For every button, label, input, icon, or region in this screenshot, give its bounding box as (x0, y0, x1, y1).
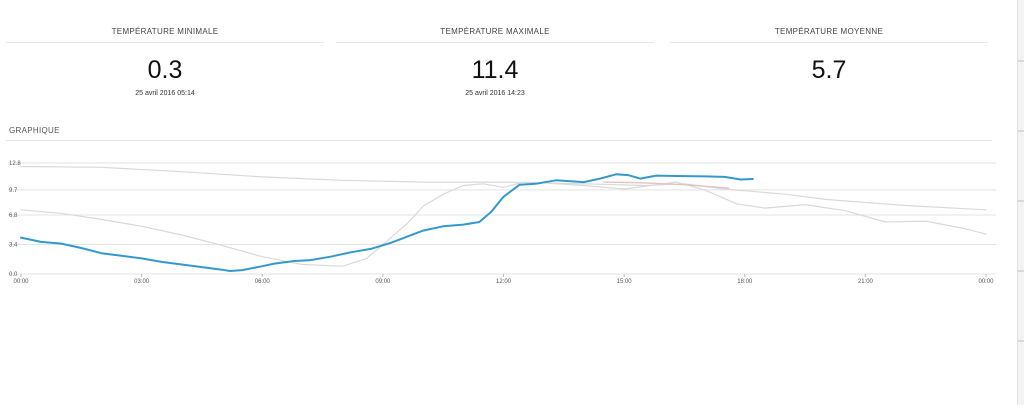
stat-date: 25 avril 2016 14:23 (465, 90, 525, 97)
divider (6, 42, 324, 43)
stat-value: 5.7 (811, 56, 847, 84)
y-tick-label: 0.0 (9, 272, 18, 278)
series-line-ghost (20, 181, 987, 267)
stat-average-temperature: TEMPÉRATURE MOYENNE 5.7 (670, 0, 988, 110)
series-line-ghost-pink (603, 181, 730, 189)
stat-label: TEMPÉRATURE MAXIMALE (440, 27, 550, 36)
section-title: GRAPHIQUE (9, 126, 60, 135)
stat-max-temperature: TEMPÉRATURE MAXIMALE 11.4 25 avril 2016 … (336, 0, 654, 110)
x-tick-label: 18:00 (737, 279, 753, 285)
window-edge (1017, 0, 1024, 405)
x-tick-label: 00:00 (13, 279, 29, 285)
series-line-main (20, 173, 754, 272)
edge-mark (1018, 270, 1024, 272)
stat-label: TEMPÉRATURE MOYENNE (774, 27, 884, 36)
divider (336, 42, 654, 43)
divider (670, 42, 988, 43)
x-tick-label: 15:00 (617, 279, 633, 285)
divider (6, 140, 992, 141)
stat-value: 0.3 (147, 56, 183, 84)
x-tick-label: 09:00 (375, 279, 391, 285)
stat-value: 11.4 (471, 56, 519, 84)
x-tick-label: 12:00 (496, 279, 512, 285)
y-tick-label: 12.8 (9, 161, 21, 167)
x-tick-label: 06:00 (255, 279, 271, 285)
x-tick-label: 00:00 (978, 279, 994, 285)
x-tick-label: 21:00 (858, 279, 874, 285)
y-tick-label: 3.4 (9, 243, 18, 249)
x-tick-label: 03:00 (134, 279, 150, 285)
stats-row: TEMPÉRATURE MINIMALE 0.3 25 avril 2016 0… (6, 0, 992, 110)
stat-min-temperature: TEMPÉRATURE MINIMALE 0.3 25 avril 2016 0… (6, 0, 324, 110)
temperature-chart[interactable]: 0.0 3.4 6.8 9.7 12.8 00:00 03:00 06:00 09:00 12:0… (0, 150, 1000, 295)
edge-mark (1018, 200, 1024, 202)
stat-label: TEMPÉRATURE MINIMALE (111, 27, 219, 36)
edge-mark (1018, 60, 1024, 62)
y-tick-label: 6.8 (9, 213, 18, 219)
edge-mark (1018, 130, 1024, 132)
edge-mark (1018, 340, 1024, 342)
stat-date: 25 avril 2016 05:14 (135, 90, 195, 97)
y-tick-label: 9.7 (9, 188, 18, 194)
series-line-ghost (20, 165, 987, 211)
